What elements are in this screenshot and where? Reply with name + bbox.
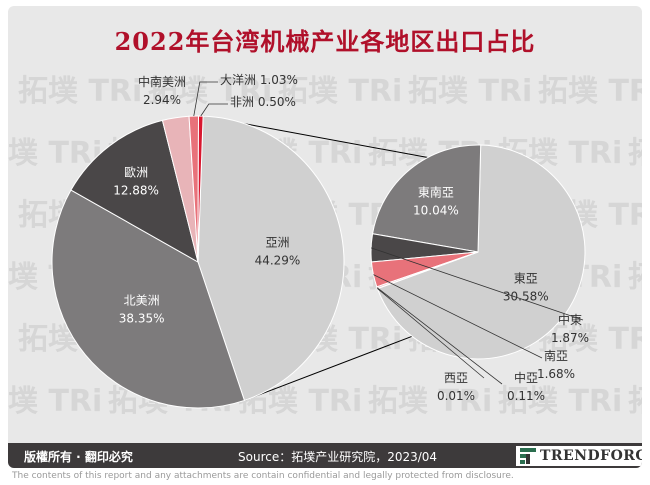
- trendforce-logo-icon: [520, 448, 536, 464]
- sub-slice-e69db1e4ba9e: [376, 144, 586, 360]
- watermark-text: 拓墣 TRi: [538, 322, 642, 357]
- leader-sub-central-asia: [376, 287, 503, 385]
- sub-south-asia-value-label: 1.68%: [537, 367, 575, 381]
- leader-sub-west-asia: [377, 288, 485, 379]
- watermark-text: 拓墣 TRi: [18, 74, 142, 109]
- main-north-america-name-label: 北美洲: [124, 293, 160, 307]
- main-latin-america-value-label: 2.94%: [143, 93, 181, 107]
- main-north-america-value-label: 38.35%: [119, 311, 165, 325]
- watermark-text: 拓墣 TRi: [498, 384, 622, 419]
- logo-text: TRENDFORCE: [540, 448, 642, 464]
- sub-slice-e69db1e58d97e4ba9e: [371, 144, 482, 253]
- leader-africa: [200, 103, 228, 117]
- watermark-text: 拓墣 TRi: [538, 74, 642, 109]
- sub-central-asia-name-label: 中亞: [514, 370, 538, 385]
- sub-east-asia-value-label: 30.58%: [503, 289, 549, 303]
- sub-southeast-asia-value-label: 10.04%: [413, 204, 459, 218]
- sub-west-asia-name-label: 西亞: [444, 371, 468, 385]
- watermark-text: 拓墣 TRi: [368, 384, 492, 419]
- connector-line-bottom: [244, 335, 413, 401]
- watermark-text: 拓墣 TRi: [278, 74, 402, 109]
- main-slice-e4ba9ee6b4b2: [197, 115, 345, 402]
- leader-oceania: [193, 81, 218, 117]
- leader-sub-south-asia: [373, 274, 543, 359]
- sub-east-asia-name-label: 東亞: [514, 271, 538, 285]
- main-asia-value-label: 44.29%: [255, 253, 301, 267]
- main-europe-value-label: 12.88%: [113, 184, 159, 198]
- sub-west-asia-value-label: 0.01%: [437, 389, 475, 403]
- chart-title: 2022年台湾机械产业各地区出口占比: [114, 27, 536, 56]
- footer-bar: 版權所有 · 翻印必究 Source：拓墣产业研究院，2023/04 TREND…: [8, 443, 642, 468]
- main-oceania-name-label: 大洋洲 1.03%: [220, 72, 298, 87]
- watermark-text: 拓墣 TRi: [628, 384, 642, 419]
- watermark-text: 拓墣 TRi: [628, 260, 642, 295]
- data-labels: 亞洲 44.29% 北美洲 38.35% 歐洲 12.88% 中南美洲 2.94% 大洋洲 1.…: [113, 72, 589, 403]
- sub-central-asia-value-label: 0.11%: [507, 389, 545, 403]
- watermark-text: 拓墣 TRi: [408, 74, 532, 109]
- trendforce-logo: TRENDFORCE: [516, 446, 642, 466]
- main-africa-name-label: 非洲 0.50%: [230, 95, 296, 109]
- sub-middle-east-name-label: 中東: [558, 312, 582, 327]
- disclaimer-text: The contents of this report and any atta…: [12, 471, 514, 481]
- watermark-text: 拓墣 TRi: [8, 384, 102, 419]
- pie-main: [51, 115, 345, 409]
- main-europe-name-label: 歐洲: [124, 165, 148, 180]
- watermark-text: 拓墣 TRi: [148, 74, 272, 109]
- leader-sub-middle-east: [370, 247, 584, 321]
- sub-southeast-asia-name-label: 東南亞: [418, 185, 454, 200]
- copyright-text: 版權所有 · 翻印必究: [24, 450, 133, 464]
- main-latin-america-name-label: 中南美洲: [138, 74, 186, 89]
- sub-middle-east-value-label: 1.87%: [551, 331, 589, 345]
- source-text: Source：拓墣产业研究院，2023/04: [238, 450, 438, 464]
- watermark-text: 拓墣 TRi: [628, 136, 642, 171]
- main-slice-e58c97e7be8ee6b4b2: [51, 189, 246, 409]
- main-slice-e6ad90e6b4b2: [70, 119, 199, 264]
- sub-south-asia-name-label: 南亞: [544, 348, 568, 363]
- pie-asia-breakdown: [370, 144, 586, 360]
- main-asia-name-label: 亞洲: [265, 235, 289, 249]
- watermark-text: 拓墣 TRi: [8, 136, 102, 171]
